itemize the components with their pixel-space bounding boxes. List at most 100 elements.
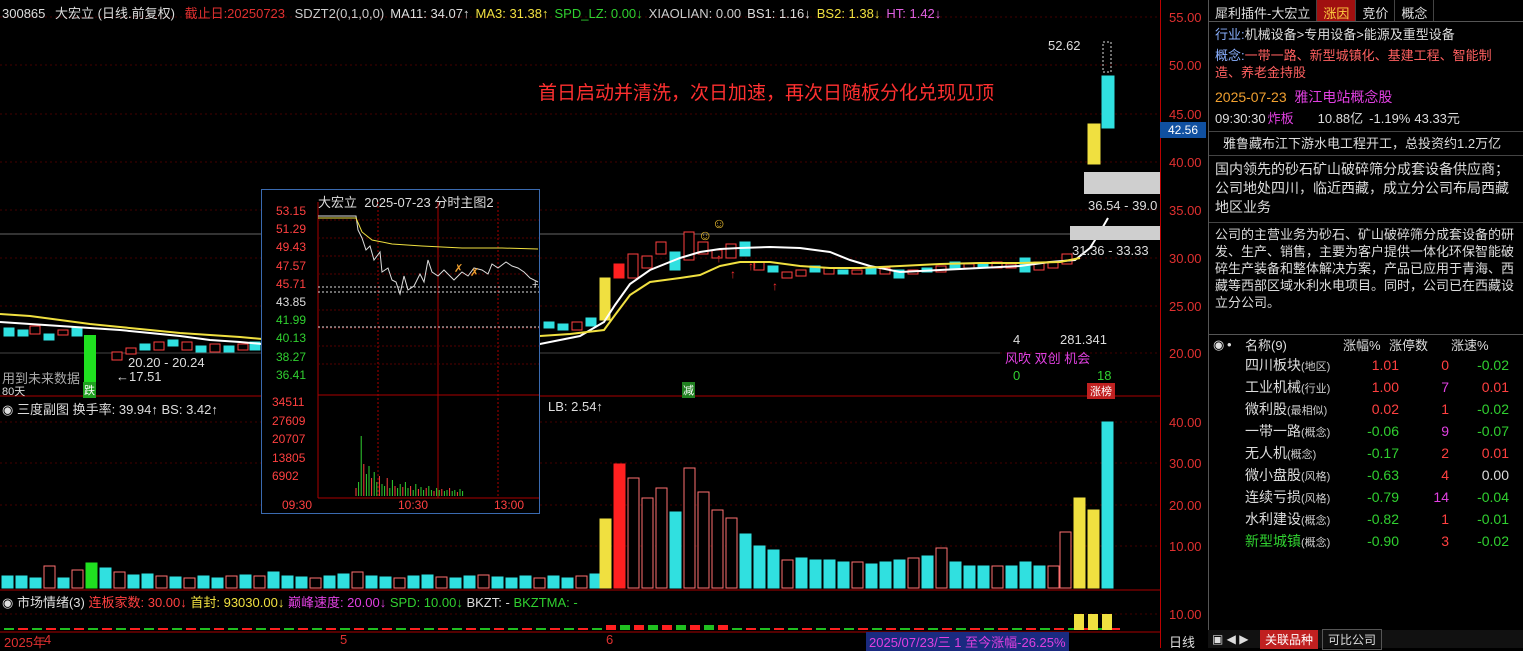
emotion-bar bbox=[830, 628, 840, 630]
sub2-title[interactable]: 市场情绪(3) bbox=[16, 595, 85, 610]
news-line: 雅鲁藏布江下游水电工程开工，总投资约1.2万亿 bbox=[1209, 131, 1523, 156]
tab-concept[interactable]: 概念 bbox=[1395, 0, 1435, 21]
emotion-bar bbox=[298, 628, 308, 630]
volume-bar bbox=[113, 571, 126, 589]
emotion-bar bbox=[522, 628, 532, 630]
sector-row[interactable]: 四川板块(地区) 1.01 0 -0.02 bbox=[1245, 357, 1509, 373]
cutoff-date: 截止日:20250723 bbox=[184, 6, 286, 21]
svg-text:+: + bbox=[532, 279, 538, 291]
candle bbox=[739, 241, 751, 257]
candle bbox=[697, 241, 709, 255]
sector-row[interactable]: 工业机械(行业) 1.00 7 0.01 bbox=[1245, 379, 1509, 395]
candle bbox=[557, 323, 569, 331]
volume-bar bbox=[99, 567, 112, 589]
tab-comparable[interactable]: 可比公司 bbox=[1322, 628, 1383, 650]
candle bbox=[585, 317, 597, 327]
concept-tag[interactable]: 养老金持股 bbox=[1241, 65, 1307, 80]
price-tick: 25.00 bbox=[1169, 299, 1202, 314]
volume-bar bbox=[295, 576, 308, 589]
volume-bar bbox=[851, 561, 864, 589]
concept-tag[interactable]: 新型城镇化、 bbox=[1309, 48, 1388, 63]
count-b: 0 bbox=[1013, 368, 1021, 383]
volume-bar bbox=[183, 577, 196, 589]
emotion-bar bbox=[914, 628, 924, 630]
volume-bar bbox=[753, 545, 766, 589]
candle bbox=[1101, 75, 1115, 129]
tab-reason[interactable]: 涨因 bbox=[1317, 0, 1357, 21]
kline-chart[interactable]: ↑↑↑↑↑☺☺ bbox=[0, 0, 1160, 648]
volume-bar bbox=[669, 511, 682, 589]
sector-row[interactable]: 新型城镇(概念) -0.90 3 -0.02 bbox=[1245, 533, 1509, 549]
event-line: 2025-07-23 雅江电站概念股 bbox=[1215, 89, 1393, 105]
tab-auction[interactable]: 竞价 bbox=[1356, 0, 1396, 21]
gear-icon[interactable]: ◉ bbox=[2, 402, 14, 417]
volume-bar bbox=[477, 574, 490, 589]
jump-tag: 跌 bbox=[83, 382, 96, 398]
sector-row[interactable]: 微利股(最相似) 0.02 1 -0.02 bbox=[1245, 401, 1509, 417]
volume-bar bbox=[421, 574, 434, 589]
volume-bar bbox=[169, 576, 182, 589]
volume-bar bbox=[463, 575, 476, 589]
candle bbox=[641, 255, 653, 269]
volume-bar bbox=[393, 577, 406, 589]
emotion-bar bbox=[354, 628, 364, 630]
concept-tag[interactable]: 智能制造、 bbox=[1215, 48, 1492, 80]
emotion-bar bbox=[256, 628, 266, 630]
candle bbox=[725, 243, 737, 259]
candle bbox=[627, 253, 639, 279]
sector-row[interactable]: 微小盘股(风格) -0.63 4 0.00 bbox=[1245, 467, 1509, 483]
tab-plugin[interactable]: 犀利插件-大宏立 bbox=[1209, 0, 1318, 21]
inset-time-tick: 10:30 bbox=[398, 498, 429, 512]
sector-row[interactable]: 一带一路(概念) -0.06 9 -0.07 bbox=[1245, 423, 1509, 439]
volume-bar bbox=[43, 565, 56, 589]
emotion-bar bbox=[368, 628, 378, 630]
inset-price-tick: 45.71 bbox=[276, 276, 307, 291]
emotion-bar bbox=[956, 628, 966, 630]
gear-icon[interactable]: ◉ bbox=[2, 595, 14, 610]
emotion-bar bbox=[60, 628, 70, 630]
emotion-bar bbox=[620, 625, 630, 630]
emotion-bar bbox=[676, 625, 686, 630]
volume-bar bbox=[781, 559, 794, 589]
nav-icons[interactable]: ▣ ◀ ▶ bbox=[1212, 632, 1249, 646]
emotion-bar bbox=[564, 628, 574, 630]
candle bbox=[893, 269, 905, 279]
sub2-bkztma: BKZTMA: - bbox=[513, 595, 578, 610]
sector-row[interactable]: 无人机(概念) -0.17 2 0.01 bbox=[1245, 445, 1509, 461]
sub1-header: ◉ 三度副图 换手率: 39.94↑ BS: 3.42↑ bbox=[2, 399, 218, 418]
emotion-bar bbox=[928, 628, 938, 630]
volume-bar bbox=[197, 575, 210, 589]
emotion-bar bbox=[984, 628, 994, 630]
candle bbox=[139, 343, 151, 351]
sub2-bkzt: BKZT: - bbox=[466, 595, 510, 610]
volume-bar bbox=[963, 565, 976, 589]
volume-bar bbox=[627, 477, 640, 589]
emotion-bar bbox=[116, 628, 126, 630]
sub1-lb: LB: 2.54↑ bbox=[548, 399, 603, 414]
concept-tag[interactable]: 一带一路、 bbox=[1244, 48, 1310, 63]
sub1-title[interactable]: 三度副图 bbox=[16, 402, 69, 417]
candle bbox=[195, 345, 207, 353]
emotion-bar bbox=[1074, 614, 1084, 630]
emotion-bar bbox=[592, 628, 602, 630]
volume-bar bbox=[641, 497, 654, 589]
sector-row[interactable]: 水利建设(概念) -0.82 1 -0.01 bbox=[1245, 511, 1509, 527]
sector-row[interactable]: 连续亏损(风格) -0.79 14 -0.04 bbox=[1245, 489, 1509, 505]
volume-bar bbox=[809, 559, 822, 589]
emotion-bar bbox=[466, 628, 476, 630]
panel-bottom-bar: ▣ ◀ ▶ 关联品种 可比公司 bbox=[1208, 628, 1523, 650]
emotion-bar bbox=[998, 628, 1008, 630]
candle bbox=[851, 269, 863, 275]
emotion-bar bbox=[130, 628, 140, 630]
volume-tick: 20.00 bbox=[1169, 498, 1202, 513]
tab-related[interactable]: 关联品种 bbox=[1260, 629, 1319, 649]
emotion-bar bbox=[1110, 628, 1120, 630]
chart-mode[interactable]: (日线.前复权) bbox=[97, 6, 175, 21]
concept-tag[interactable]: 基建工程、 bbox=[1387, 48, 1453, 63]
emotion-bar bbox=[1068, 628, 1078, 630]
count-c: 18 bbox=[1097, 368, 1112, 383]
intraday-popup[interactable]: 大宏立 2025-07-23 分时主图2 ✗ ✗ + 53.15 51.29 49.… bbox=[261, 189, 540, 514]
price-tick: 55.00 bbox=[1169, 10, 1202, 25]
emotion-bar bbox=[144, 628, 154, 630]
gear-icon[interactable]: ◉ bbox=[1213, 336, 1225, 352]
